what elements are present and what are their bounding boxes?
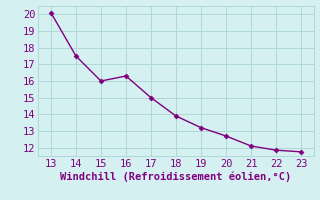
X-axis label: Windchill (Refroidissement éolien,°C): Windchill (Refroidissement éolien,°C) xyxy=(60,172,292,182)
